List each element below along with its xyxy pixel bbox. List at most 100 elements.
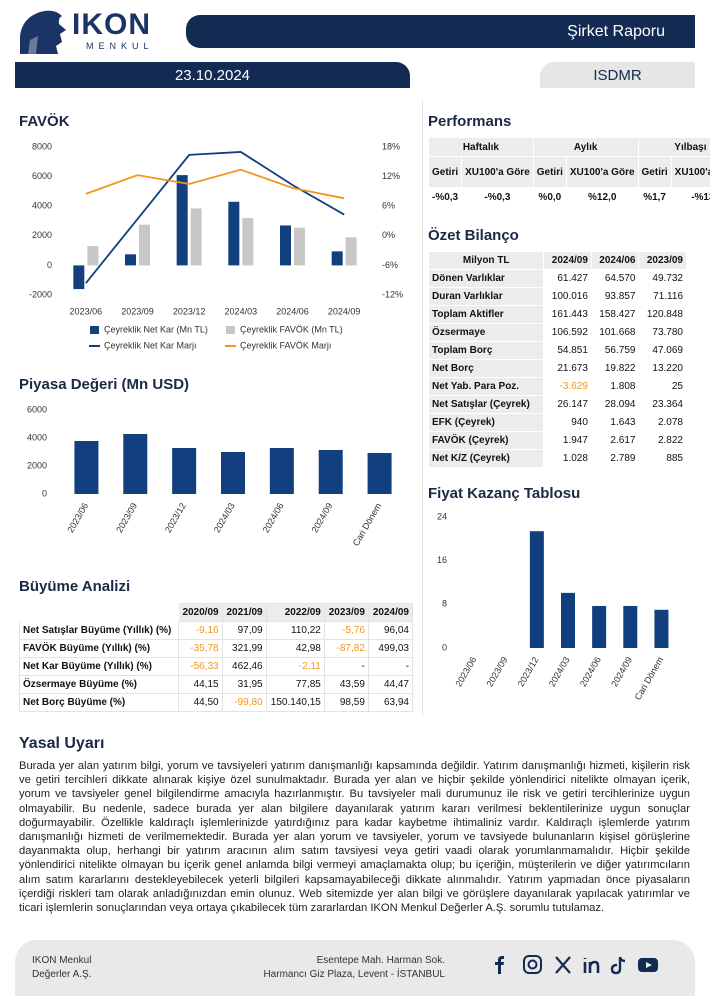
cell: 97,09 [221,621,267,640]
y-tick-label: 16 [437,555,447,565]
row-label: FAVÖK (Çeyrek) [427,431,545,450]
corner-cell [19,603,179,622]
footer: IKON Menkul Değerler A.Ş. Esentepe Mah. … [15,940,695,996]
x-tick-label: 2024/09 [328,306,361,316]
y-tick-label: 0% [382,230,395,240]
y-tick-label: -2000 [29,289,52,299]
bar [123,433,148,494]
row-label: Net Satışlar (Çeyrek) [427,395,545,414]
row-label: Net Borç [427,359,545,378]
bar [176,175,188,266]
column-header: 2021/09 [221,603,267,622]
linkedin-icon[interactable] [583,958,600,973]
section-title: Büyüme Analizi [19,578,131,595]
row: Net Yab. Para Poz. -3.629 1.808 25 [427,377,687,396]
y-tick-label: 8 [442,599,447,609]
x-tick-label: 2024/03 [212,501,237,534]
legal-text: Burada yer alan yatırım bilgi, yorum ve … [19,760,690,915]
cell: -%0,3 [461,187,534,207]
bar [228,201,240,266]
footer-company: Değerler A.Ş. [32,969,92,980]
bar [331,251,343,266]
bar [139,224,150,266]
y-tick-label: 8000 [32,141,52,151]
instagram-icon[interactable] [523,955,542,974]
row: Toplam Borç 54.851 56.759 47.069 [427,341,687,360]
cell: -3.629 [543,377,592,396]
cell: 96,04 [367,621,414,640]
column-header: 2022/09 [265,603,325,622]
x-tick-label: 2023/09 [121,306,154,316]
bar [561,592,575,648]
column-header: XU100'a Göre [461,156,534,188]
cell: 940 [543,413,592,432]
column-header: 2024/06 [590,251,640,270]
cell: 120.848 [638,305,687,324]
y-tick-label: 0 [442,642,447,652]
brand: IKON [72,8,151,41]
legend-marker [90,326,99,334]
row: Özsermaye 106.592 101.668 73.780 [427,323,687,342]
row-label: Net Satışlar Büyüme (Yıllık) (%) [19,621,179,640]
cell: 26.147 [543,395,592,414]
social-icons [495,955,658,975]
row: Özsermaye Büyüme (%) 44,15 31,95 77,85 43,59… [19,675,414,694]
cell: 71.116 [638,287,687,306]
row-label: Net Kar Büyüme (Yıllık) (%) [19,657,179,676]
x-tick-label: 2024/03 [547,655,572,688]
row: Duran Varlıklar 100.016 93.857 71.116 [427,287,687,306]
chart-title: Fiyat Kazanç Tablosu [428,485,581,502]
column-header: Getiri [532,156,567,188]
cell: 42,98 [265,639,325,658]
cell: 98,59 [323,693,369,712]
row: Net Borç 21.673 19.822 13.220 [427,359,687,378]
tiktok-icon[interactable] [610,956,626,975]
ticker-bar: ISDMR [540,62,695,88]
legend-label: Çeyreklik Net Kar (Mn TL) [104,324,208,334]
cell: 21.673 [543,359,592,378]
x-tick-label: 2024/09 [310,501,335,534]
row-label: Özsermaye [427,323,545,342]
cell: 13.220 [638,359,687,378]
bar [242,218,254,266]
cell: 77,85 [265,675,325,694]
column-header: XU100'a Göre [565,156,639,188]
column-header: 2024/09 [543,251,592,270]
x-tick-label: 2023/06 [65,501,90,534]
x-tick-label: 2023/06 [70,306,103,316]
performance-table-wrap: Haftalık Aylık Yılbaşı Getiri XU100'a Göre Ge… [427,137,710,207]
column-header: Milyon TL [427,251,545,270]
bar [269,447,294,494]
cell: 93.857 [590,287,640,306]
row: Net K/Z (Çeyrek) 1.028 2.789 885 [427,449,687,468]
growth-table: 2020/09 2021/09 2022/09 2023/09 2024/09 Net S… [19,603,414,712]
cell: 462,46 [221,657,267,676]
cell: 110,22 [265,621,325,640]
y-tick-label: 18% [382,141,400,151]
row-label: Net Yab. Para Poz. [427,377,545,396]
period-header: Haftalık [428,137,534,157]
cell: -9,16 [177,621,223,640]
x-tick-label: Cari Dönem [351,501,384,548]
header-row: Haftalık Aylık Yılbaşı [428,137,710,157]
row: Net Borç Büyüme (%) 44,50 -99,80 150.140,15… [19,693,414,712]
subheader-row: Getiri XU100'a Göre Getiri XU100'a Göre Geti… [427,156,710,188]
cell: -2,11 [265,657,325,676]
cell: 158.427 [590,305,640,324]
facebook-icon[interactable] [495,956,504,974]
x-tick-label: 2024/06 [261,501,286,534]
row-label: Net Borç Büyüme (%) [19,693,179,712]
row-label: Toplam Aktifler [427,305,545,324]
growth-table-wrap: 2020/09 2021/09 2022/09 2023/09 2024/09 Net S… [19,603,414,712]
x-icon[interactable] [555,956,571,974]
cell: 47.069 [638,341,687,360]
x-tick-label: Cari Dönem [633,655,666,702]
legend-marker [226,326,235,334]
bar [529,531,544,648]
header-row: 2020/09 2021/09 2022/09 2023/09 2024/09 [19,603,414,622]
date-bar: 23.10.2024 [15,62,410,88]
x-tick-label: 2024/06 [276,306,309,316]
charts: -200002000400060008000-12%-6%0%6%12%18%2… [27,141,669,702]
balance-table-wrap: Milyon TL 2024/09 2024/06 2023/09 Dönen Varl… [427,251,687,468]
